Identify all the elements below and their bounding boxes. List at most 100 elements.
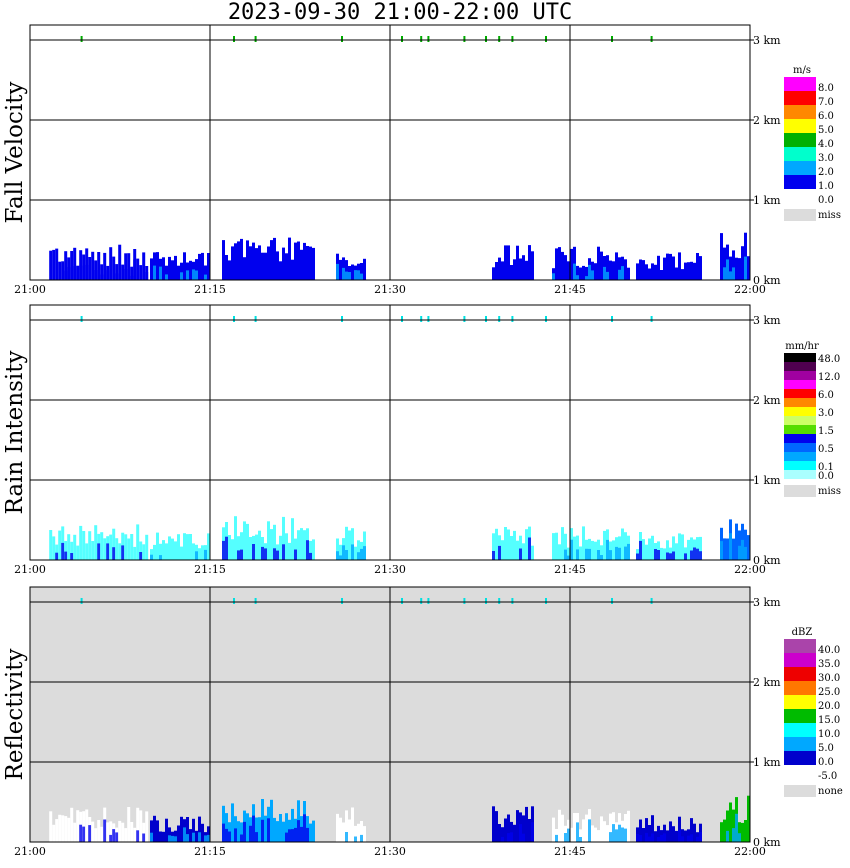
fall-velocity-echo-core (258, 259, 261, 280)
reflectivity-echo-column (97, 820, 101, 842)
rain-intensity-echo-column (267, 521, 270, 560)
reflectivity-echo-column (127, 807, 131, 842)
reflectivity-echo-column (264, 815, 267, 842)
fall-velocity-echo-core (636, 272, 639, 280)
reflectivity-echo-column (582, 819, 585, 842)
rain-intensity-echo-column (591, 540, 594, 560)
fall-velocity-echo-column (723, 247, 726, 280)
reflectivity-legend-label: 15.0 (818, 715, 840, 726)
reflectivity-echo-column (156, 820, 159, 842)
reflectivity-legend-swatch (784, 681, 816, 695)
reflectivity-echo-column (270, 799, 273, 842)
rain-intensity-echo-core (342, 545, 345, 560)
rain-intensity-echo-column (309, 540, 312, 560)
reflectivity-echo-core (150, 832, 153, 842)
reflectivity-echo-column (498, 824, 501, 842)
fall-velocity-echo-column (345, 260, 348, 280)
rain-intensity-echo-column (699, 536, 702, 560)
reflectivity-echo-column (192, 818, 195, 842)
reflectivity-legend-label: 40.0 (818, 645, 840, 656)
reflectivity-echo-column (58, 814, 62, 842)
rain-intensity-echo-core (121, 545, 125, 560)
fall-velocity-echo-column (729, 256, 732, 280)
reflectivity-frame (29, 586, 751, 843)
rain-intensity-echo-column (648, 538, 651, 560)
rain-intensity-legend-swatch (784, 389, 816, 398)
fall-velocity-echo-core (153, 265, 156, 280)
fall-velocity-echo-core (648, 274, 651, 280)
fall-velocity-echo-column (174, 255, 177, 280)
rain-intensity-echo-column (678, 533, 681, 560)
fall-velocity-legend-unit: m/s (793, 65, 811, 76)
reflectivity-echo-column (741, 822, 744, 842)
fall-velocity-top-mark (511, 36, 514, 42)
rain-intensity-legend-unit: mm/hr (785, 341, 819, 352)
rain-intensity-echo-column (564, 533, 567, 560)
rain-intensity-echo-column (573, 536, 576, 560)
reflectivity-echo-core (588, 819, 591, 842)
fall-velocity-legend-label: 1.0 (818, 181, 834, 192)
rain-intensity-top-mark (650, 316, 653, 322)
rain-intensity-echo-column (91, 541, 95, 560)
reflectivity-echo-core (142, 833, 146, 842)
fall-velocity-legend-swatch (784, 175, 816, 189)
rain-intensity-echo-core (609, 550, 612, 560)
reflectivity-echo-column (492, 806, 495, 842)
rain-intensity-echo-core (276, 550, 279, 560)
reflectivity-echo-column (585, 814, 588, 842)
fall-velocity-echo-core (145, 272, 149, 280)
rain-intensity-echo-column (666, 540, 669, 560)
fall-velocity-echo-core (681, 276, 684, 280)
rain-intensity-echo-core (654, 549, 657, 560)
fall-velocity-echo-column (522, 255, 525, 280)
reflectivity-echo-column (130, 822, 134, 842)
rain-intensity-echo-core (273, 548, 276, 560)
fall-velocity-legend-swatch (784, 105, 816, 119)
rain-intensity-echo-column (165, 543, 168, 560)
rain-intensity-echo-column (174, 541, 177, 560)
rain-intensity-echo-column (645, 544, 648, 560)
fall-velocity-echo-column (609, 260, 612, 280)
fall-velocity-echo-core (699, 263, 702, 280)
rain-intensity-echo-core (345, 550, 348, 560)
reflectivity-echo-column (70, 807, 74, 842)
reflectivity-echo-core (109, 834, 113, 842)
reflectivity-echo-core (657, 837, 660, 842)
rain-intensity-echo-column (339, 544, 342, 560)
reflectivity-top-mark (420, 598, 423, 604)
reflectivity-echo-core (240, 834, 243, 842)
rain-intensity-top-mark (463, 316, 466, 322)
reflectivity-echo-column (186, 817, 189, 842)
y-tick-label: 2 km (753, 676, 781, 689)
reflectivity-echo-core (234, 828, 237, 842)
rain-intensity-echo-column (58, 530, 62, 560)
rain-intensity-echo-core (744, 546, 747, 560)
reflectivity-echo-column (348, 819, 351, 842)
reflectivity-top-mark (511, 598, 514, 604)
reflectivity-echo-column (672, 826, 675, 842)
reflectivity-echo-column (136, 807, 140, 842)
fall-velocity-echo-core (309, 267, 312, 280)
fall-velocity-echo-column (525, 260, 528, 280)
fall-velocity-echo-column (693, 262, 696, 280)
fall-velocity-echo-core (231, 260, 234, 280)
reflectivity-echo-core (636, 833, 639, 842)
rain-intensity-echo-core (498, 545, 501, 560)
x-tick-label: 21:30 (374, 563, 406, 576)
rain-intensity-echo-core (252, 544, 255, 560)
rain-intensity-echo-column (744, 529, 747, 560)
fall-velocity-echo-core (591, 270, 594, 280)
fall-velocity-echo-column (495, 262, 498, 280)
fall-velocity-echo-column (687, 262, 690, 280)
reflectivity-echo-core (735, 813, 738, 842)
y-tick-label: 1 km (753, 474, 781, 487)
reflectivity-echo-column (109, 821, 113, 842)
fall-velocity-echo-column (64, 251, 68, 280)
rain-intensity-echo-column (136, 524, 140, 560)
reflectivity-legend-label: 30.0 (818, 673, 840, 684)
rain-intensity-echo-column (312, 539, 315, 560)
fall-velocity-echo-core (348, 272, 351, 280)
rain-intensity-echo-column (192, 543, 195, 560)
fall-velocity-echo-core (312, 267, 315, 280)
reflectivity-echo-column (282, 821, 285, 842)
